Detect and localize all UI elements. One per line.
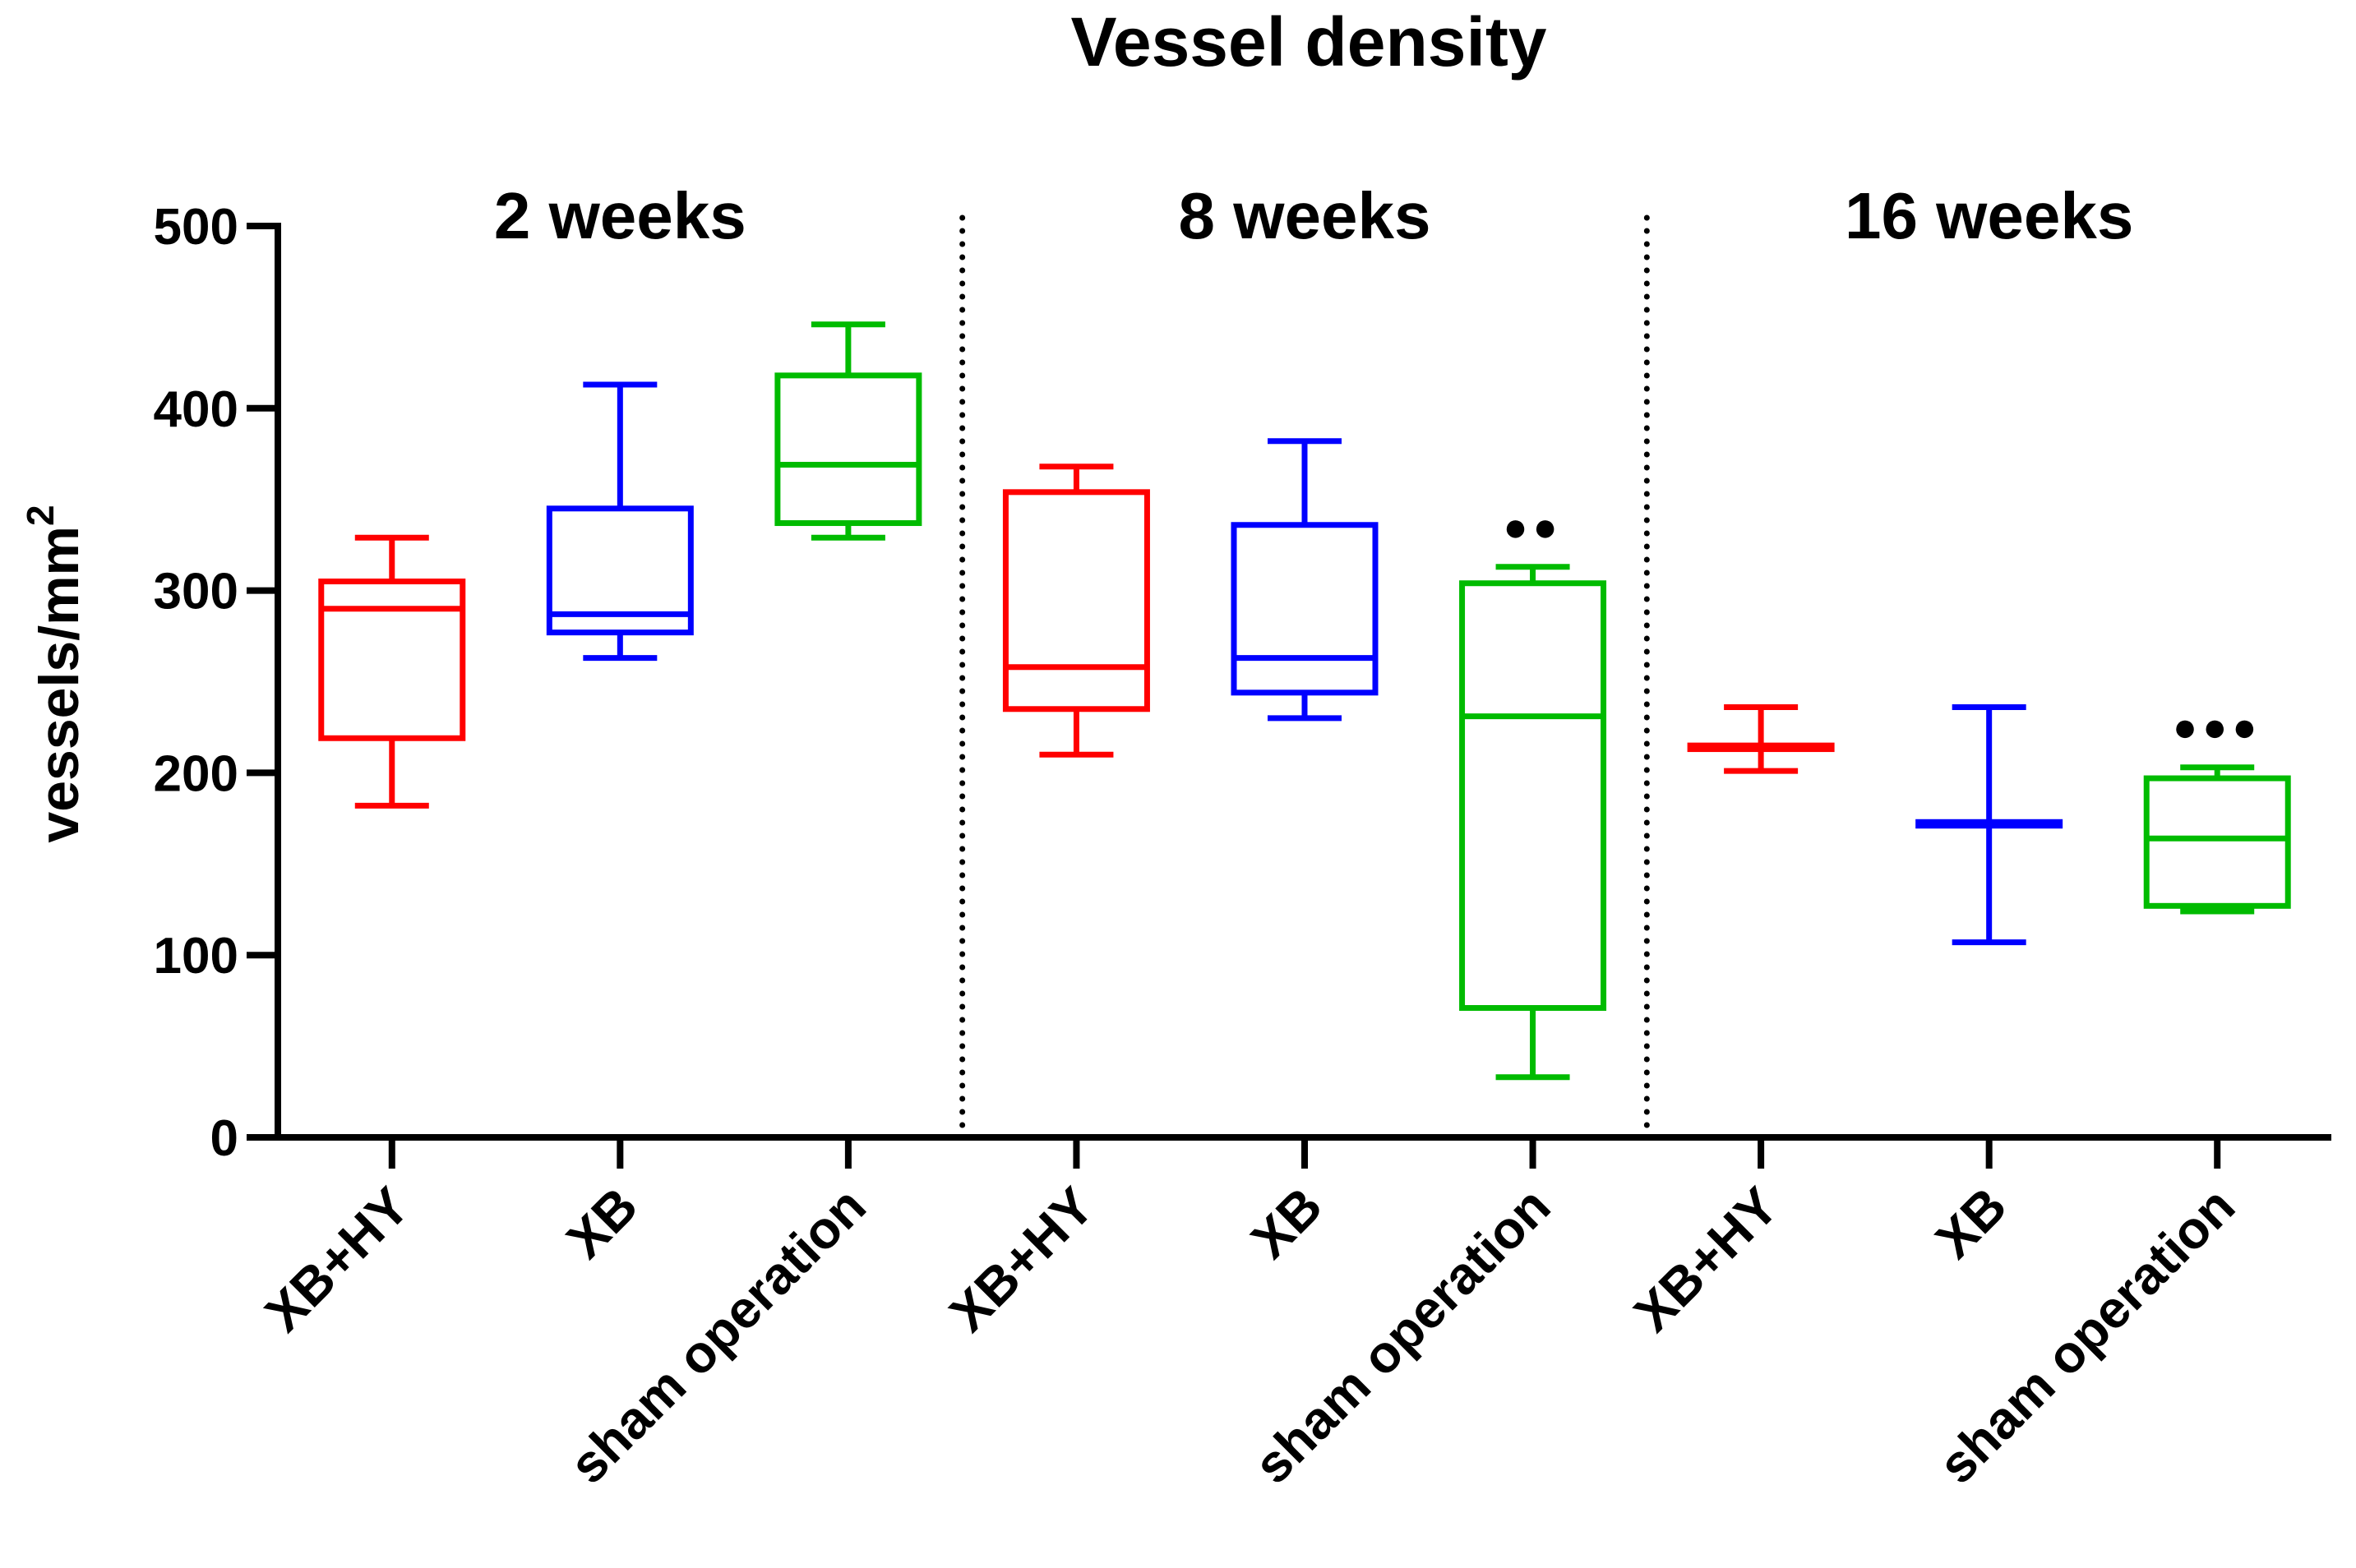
y-tick-label: 300 — [154, 564, 238, 620]
interquartile-box — [1231, 522, 1379, 696]
y-axis-label-superscript: 2 — [19, 505, 62, 526]
axes: 0 100 200 300 400 500 — [154, 199, 2331, 1169]
box-plot: ●● — [1459, 504, 1607, 1081]
group-label: 16 weeks — [1845, 179, 2133, 252]
x-tick-label: XB+HY — [938, 1176, 1105, 1343]
box-plot — [774, 321, 922, 541]
interquartile-box — [774, 372, 922, 527]
x-tick-label: XB+HY — [254, 1176, 421, 1343]
y-tick-label: 400 — [154, 381, 238, 438]
y-axis-label-text: vessels/mm — [28, 526, 90, 843]
y-tick-label: 500 — [154, 199, 238, 256]
box-plot: ●●● — [2143, 704, 2291, 915]
box-plot — [1687, 704, 1835, 774]
y-tick-label: 100 — [154, 928, 238, 985]
group-labels: 2 weeks 8 weeks 16 weeks — [494, 179, 2133, 252]
interquartile-box — [1002, 489, 1150, 713]
y-tick-label: 200 — [154, 745, 238, 802]
x-tick-label: XB+HY — [1623, 1176, 1790, 1343]
significance-marker: ●● — [1503, 504, 1562, 550]
box-plots: ●●●●● — [318, 321, 2291, 1081]
box-plot — [318, 534, 466, 809]
box-plot — [1002, 463, 1150, 758]
group-label: 8 weeks — [1179, 179, 1431, 252]
interquartile-box — [2143, 775, 2291, 909]
group-label: 2 weeks — [494, 179, 746, 252]
y-axis-label: vessels/mm2 — [19, 505, 90, 842]
y-tick-label: 0 — [210, 1110, 238, 1167]
interquartile-box — [1459, 580, 1607, 1012]
box-plot — [546, 381, 694, 662]
box-plot — [1231, 438, 1379, 722]
group-separators — [959, 214, 1650, 1141]
x-tick-label: XB — [1924, 1176, 2018, 1270]
box-plot — [1915, 704, 2063, 946]
significance-marker: ●●● — [2173, 704, 2262, 750]
chart-title: Vessel density — [1070, 3, 1546, 81]
x-tick-label: XB — [1240, 1176, 1333, 1270]
x-tick-label: XB — [555, 1176, 649, 1270]
interquartile-box — [318, 579, 466, 741]
